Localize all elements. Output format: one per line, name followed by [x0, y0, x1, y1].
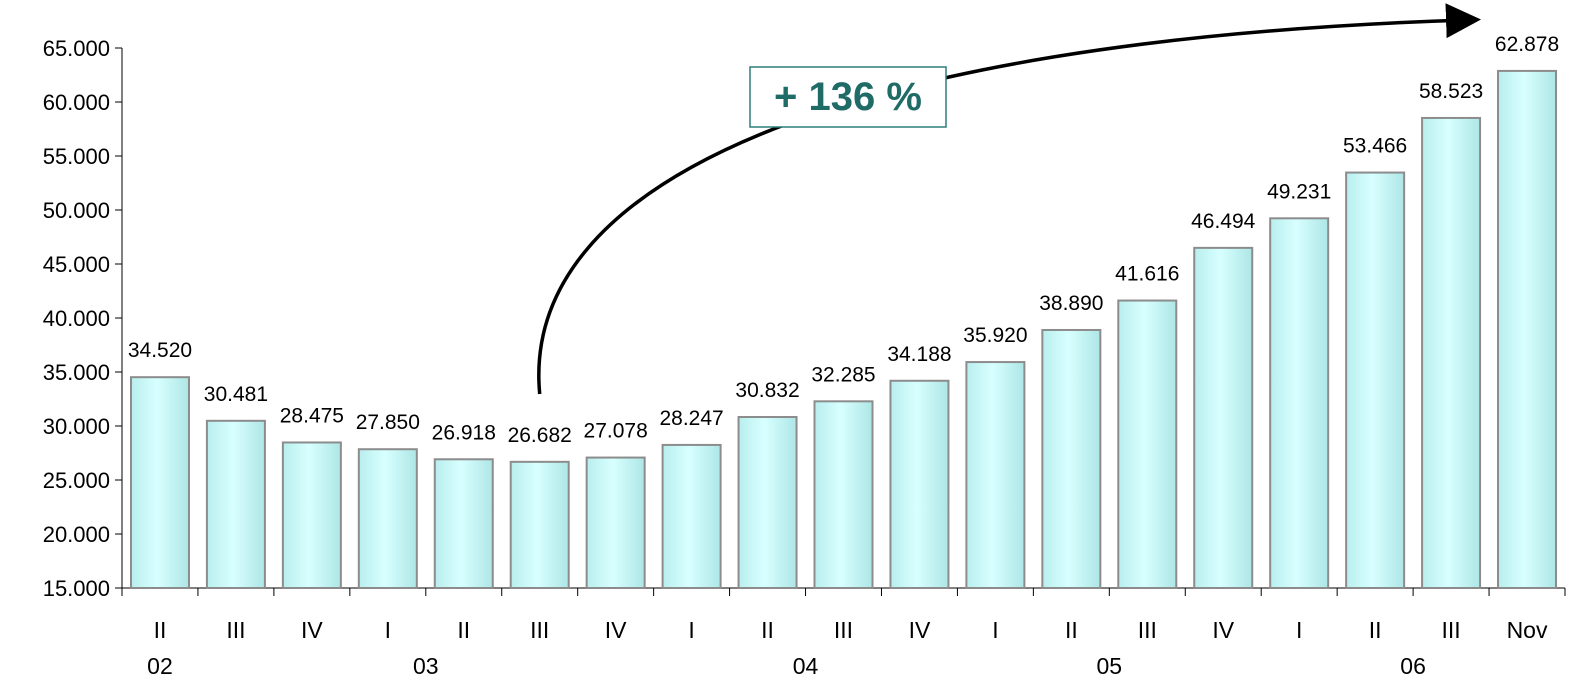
- x-category-label: III: [1441, 617, 1460, 643]
- x-category-label: IV: [301, 617, 323, 643]
- growth-arrow: [537, 3, 1482, 395]
- data-label: 41.616: [1115, 263, 1179, 286]
- x-category-label: Nov: [1507, 617, 1548, 643]
- x-category-label: II: [154, 617, 167, 643]
- x-category-label: II: [761, 617, 774, 643]
- y-tick-label: 65.000: [43, 36, 110, 61]
- bar: [357, 448, 418, 589]
- bar: [1497, 69, 1558, 589]
- data-label: 30.832: [735, 379, 799, 402]
- data-label: 38.890: [1039, 292, 1103, 315]
- data-label: 46.494: [1191, 210, 1256, 233]
- data-label: 28.475: [280, 404, 344, 427]
- x-axis: II III IV I II III IV I II III IV I II III IV I II III Nov…: [121, 587, 1566, 679]
- growth-callout-text: + 136 %: [774, 75, 922, 119]
- bar: [737, 416, 798, 589]
- data-label: 27.078: [584, 420, 648, 443]
- x-category-label: I: [1296, 617, 1302, 643]
- y-tick-label: 40.000: [43, 306, 110, 331]
- x-category-label: IV: [1212, 617, 1234, 643]
- bar: [585, 456, 646, 589]
- data-label: 34.520: [128, 339, 192, 362]
- data-label: 53.466: [1343, 135, 1407, 158]
- bar: [129, 376, 190, 589]
- x-category-label: II: [457, 617, 470, 643]
- data-label: 28.247: [659, 407, 723, 430]
- bar: [1117, 299, 1178, 589]
- bar: [205, 419, 266, 589]
- y-tick-label: 35.000: [43, 360, 110, 385]
- data-label: 62.878: [1495, 33, 1559, 56]
- x-year-label: 06: [1400, 653, 1426, 679]
- data-label: 32.285: [811, 363, 875, 386]
- data-labels: 34.520 30.481 28.475 27.850 26.918 26.682 27.0…: [128, 33, 1559, 447]
- y-tick-label: 15.000: [43, 576, 110, 601]
- x-year-label: 02: [147, 653, 173, 679]
- bar: [965, 361, 1026, 589]
- bar: [433, 458, 494, 590]
- bar: [661, 443, 722, 589]
- y-tick-label: 55.000: [43, 144, 110, 169]
- x-category-label: II: [1369, 617, 1382, 643]
- y-tick-label: 20.000: [43, 522, 110, 547]
- data-label: 49.231: [1267, 180, 1331, 203]
- x-category-label: III: [1138, 617, 1157, 643]
- x-category-label: IV: [909, 617, 931, 643]
- x-category-label: III: [530, 617, 549, 643]
- data-label: 35.920: [963, 324, 1027, 347]
- y-tick-label: 45.000: [43, 252, 110, 277]
- x-category-label: III: [834, 617, 853, 643]
- bar: [813, 400, 874, 589]
- y-tick-label: 50.000: [43, 198, 110, 223]
- growth-callout-box: [749, 66, 947, 128]
- data-label: 58.523: [1419, 80, 1483, 103]
- data-label: 26.682: [508, 424, 572, 447]
- bar: [1193, 246, 1254, 589]
- x-category-label: II: [1065, 617, 1078, 643]
- data-label: 26.918: [432, 421, 496, 444]
- x-year-label: 04: [793, 653, 819, 679]
- x-category-label: I: [688, 617, 694, 643]
- bar: [1269, 217, 1330, 589]
- y-tick-label: 60.000: [43, 90, 110, 115]
- x-category-label: IV: [605, 617, 627, 643]
- data-label: 30.481: [204, 383, 268, 406]
- x-year-label: 03: [413, 653, 439, 679]
- x-category-label: I: [992, 617, 998, 643]
- y-tick-label: 25.000: [43, 468, 110, 493]
- bar: [1421, 116, 1482, 589]
- bar: [1041, 328, 1102, 589]
- bar: [281, 441, 342, 589]
- y-tick-label: 30.000: [43, 414, 110, 439]
- bar: [509, 460, 570, 590]
- bar: [1345, 171, 1406, 589]
- data-label: 27.850: [356, 411, 420, 434]
- bars: [129, 69, 1558, 590]
- x-year-label: 05: [1097, 653, 1123, 679]
- y-axis: 15.000 20.000 25.000 30.000 35.000 40.000 45.0…: [43, 36, 123, 601]
- bar: [889, 379, 950, 589]
- x-category-label: III: [226, 617, 245, 643]
- data-label: 34.188: [887, 343, 951, 366]
- growth-annotation: + 136 %: [537, 3, 1482, 395]
- x-category-label: I: [385, 617, 391, 643]
